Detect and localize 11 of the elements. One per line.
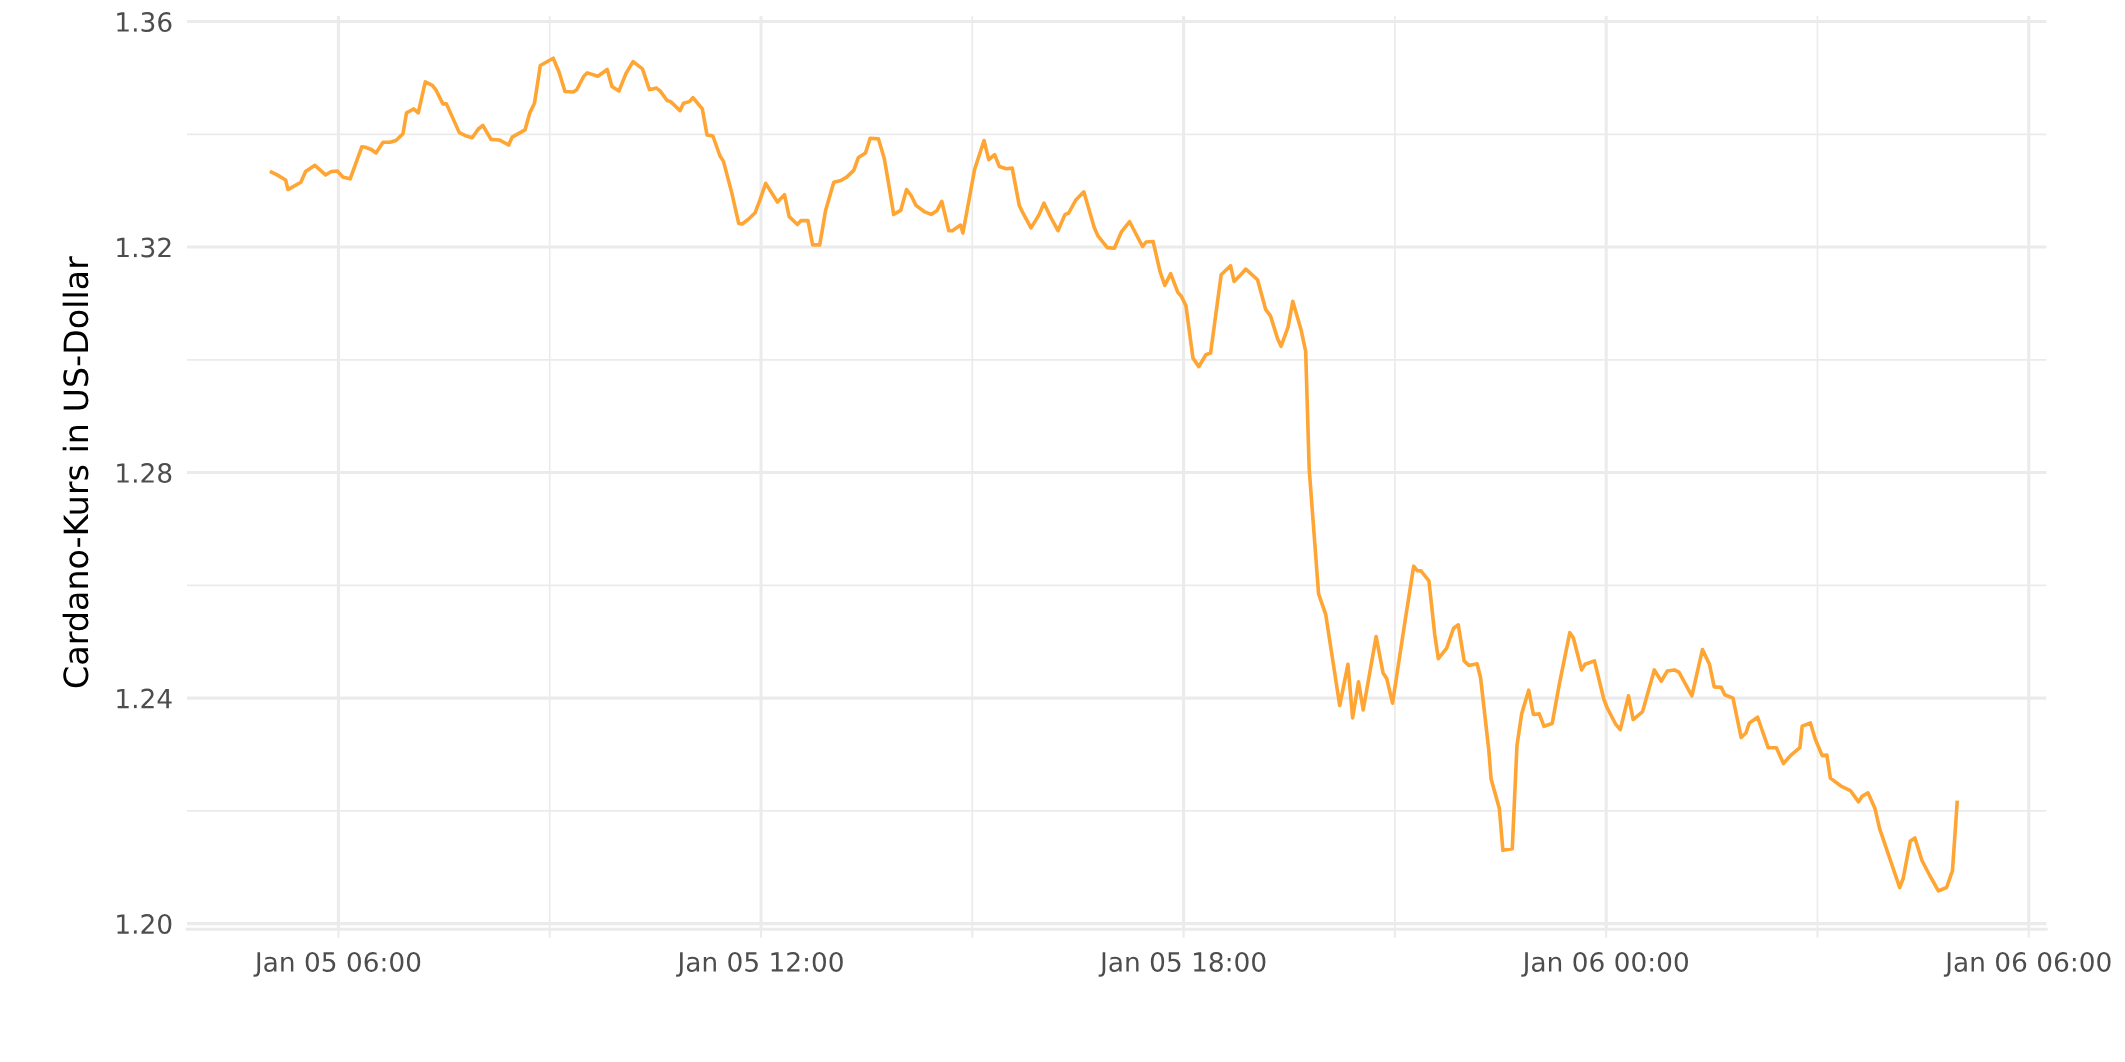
y-tick-label: 1.32 bbox=[117, 237, 171, 258]
x-tick-label: Jan 05 06:00 bbox=[253, 951, 421, 977]
x-tick-label: Jan 06 00:00 bbox=[1521, 951, 1688, 977]
x-tick-label: Jan 05 12:00 bbox=[676, 951, 843, 977]
x-tick-label: Jan 06 06:00 bbox=[1943, 951, 2111, 977]
y-tick-label: 1.24 bbox=[117, 688, 172, 709]
y-tick-label: 1.28 bbox=[117, 463, 172, 483]
y-tick-label: 1.20 bbox=[117, 914, 172, 935]
x-tick-label: Jan 05 18:00 bbox=[1098, 951, 1266, 977]
y-axis-title: Cardano-Kurs in US-Dollar bbox=[62, 256, 89, 688]
y-tick-label: 1.36 bbox=[117, 12, 172, 32]
